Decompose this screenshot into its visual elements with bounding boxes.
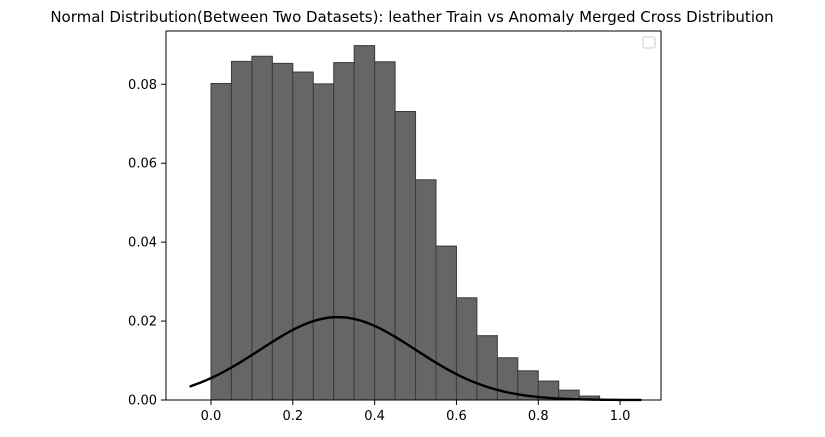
x-tick-label: 0.8: [528, 409, 549, 424]
histogram-bar: [374, 61, 396, 401]
axes: 0.0 0.2 0.4 0.6 0.8 1.0 0.00 0.02 0.04 0.06 0.08: [128, 30, 662, 424]
histogram-bar: [353, 45, 376, 401]
x-tick-label: 1.0: [610, 409, 631, 424]
histogram-bar: [415, 179, 437, 401]
x-tick-label: 0.2: [282, 409, 303, 424]
y-tick-label: 0.00: [128, 394, 157, 409]
histogram-bar: [455, 297, 478, 401]
y-tick-label: 0.04: [128, 236, 157, 251]
y-tick-label: 0.06: [128, 157, 157, 172]
histogram-bar: [476, 335, 498, 401]
histogram-bar: [230, 60, 253, 401]
x-tick-label: 0.6: [446, 409, 467, 424]
x-tick-label: 0.4: [364, 409, 385, 424]
normal-curve: [189, 315, 642, 402]
histogram-bar: [394, 111, 417, 401]
legend: [642, 36, 656, 49]
normal-curve-layer: [189, 315, 642, 402]
plot-frame: [165, 30, 662, 401]
histogram-bar: [271, 62, 294, 401]
histogram-bar: [435, 245, 457, 401]
y-tick-label: 0.08: [128, 78, 157, 93]
x-tick-label: 0.0: [201, 409, 222, 424]
histogram-bar: [210, 82, 232, 401]
y-tick-label: 0.02: [128, 315, 157, 330]
chart-title: Normal Distribution(Between Two Datasets…: [50, 8, 773, 26]
histogram-bar: [333, 62, 355, 401]
histogram-bar: [312, 83, 335, 401]
histogram-bars: [210, 45, 601, 401]
legend-box: [642, 36, 656, 49]
histogram-bar: [292, 71, 314, 401]
